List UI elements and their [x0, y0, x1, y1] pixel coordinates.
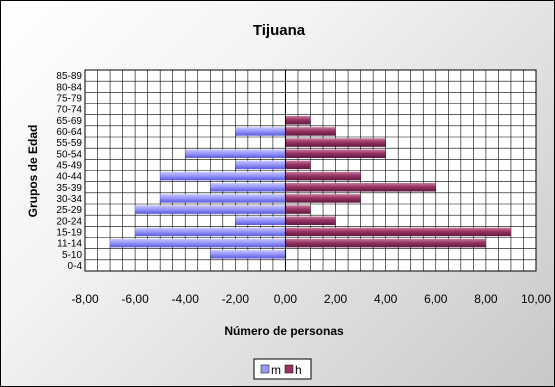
bar-m-15-19 — [135, 227, 286, 237]
y-category-label: 40-44 — [56, 172, 82, 183]
y-category-label: 0-4 — [68, 261, 83, 272]
x-tick-label: 4,00 — [374, 292, 398, 306]
bar-h-50-54 — [285, 149, 386, 158]
legend-label-m: m — [271, 363, 281, 377]
x-axis-title: Número de personas — [224, 324, 344, 338]
legend-label-h: h — [295, 363, 302, 377]
legend-box — [253, 358, 312, 380]
y-category-label: 45-49 — [56, 160, 82, 171]
bar-h-60-64 — [285, 127, 336, 136]
bar-h-35-39 — [285, 183, 436, 192]
bar-h-45-49 — [285, 160, 311, 170]
grid-lines — [84, 69, 537, 272]
bar-h-65-69 — [285, 116, 311, 125]
bar-m-30-34 — [160, 194, 286, 203]
bar-m-11-14 — [110, 238, 286, 248]
y-axis-title: Grupos de Edad — [26, 125, 40, 218]
y-category-label: 85-89 — [56, 71, 82, 82]
bar-m-35-39 — [210, 183, 286, 192]
y-category-label: 30-34 — [56, 194, 82, 205]
bar-h-11-14 — [285, 238, 486, 248]
y-category-label: 60-64 — [56, 127, 82, 138]
x-tick-label: -2,00 — [222, 292, 250, 306]
y-category-label: 80-84 — [56, 82, 82, 93]
bar-h-20-24 — [285, 216, 336, 225]
bar-h-25-29 — [285, 205, 311, 214]
x-tick-label: -8,00 — [71, 292, 99, 306]
bar-h-30-34 — [285, 194, 361, 203]
y-category-label: 11-14 — [57, 239, 82, 250]
y-category-label: 70-74 — [56, 105, 82, 116]
x-tick-label: 6,00 — [424, 292, 448, 306]
x-tick-label: 8,00 — [474, 292, 498, 306]
bar-h-15-19 — [285, 227, 511, 237]
x-tick-label: -6,00 — [121, 292, 149, 306]
chart-title: Tijuana — [253, 22, 306, 39]
y-category-label: 15-19 — [56, 227, 82, 238]
x-tick-label: 2,00 — [324, 292, 348, 306]
bars — [110, 116, 511, 259]
y-category-label: 5-10 — [62, 250, 82, 261]
legend: m h — [253, 358, 312, 380]
y-category-label: 25-29 — [56, 205, 82, 216]
bar-m-40-44 — [160, 171, 286, 181]
bar-h-40-44 — [285, 171, 361, 181]
y-category-label: 35-39 — [56, 183, 82, 194]
y-category-labels: 0-45-1011-1415-1920-2425-2930-3435-3940-… — [56, 71, 82, 272]
bar-m-20-24 — [235, 216, 286, 225]
x-tick-label: 10,00 — [521, 292, 551, 306]
x-tick-label: -4,00 — [172, 292, 200, 306]
y-category-label: 50-54 — [56, 149, 82, 160]
legend-swatch-m — [260, 364, 270, 374]
bar-h-55-59 — [285, 138, 386, 147]
bar-m-25-29 — [135, 205, 286, 214]
x-tick-labels: -8,00 -6,00 -4,00 -2,00 0,00 2,00 4,00 6,00 8,00… — [71, 292, 551, 306]
legend-swatch-h — [284, 364, 294, 374]
bar-m-50-54 — [185, 149, 286, 158]
bar-m-45-49 — [235, 160, 286, 170]
y-category-label: 75-79 — [56, 93, 82, 104]
bar-m-60-64 — [235, 127, 286, 136]
x-tick-label: 0,00 — [274, 292, 298, 306]
y-category-label: 20-24 — [56, 216, 82, 227]
plot-area — [84, 69, 537, 272]
bar-m-5-10 — [210, 250, 286, 259]
y-category-label: 55-59 — [56, 138, 82, 149]
y-category-label: 65-69 — [56, 116, 82, 127]
